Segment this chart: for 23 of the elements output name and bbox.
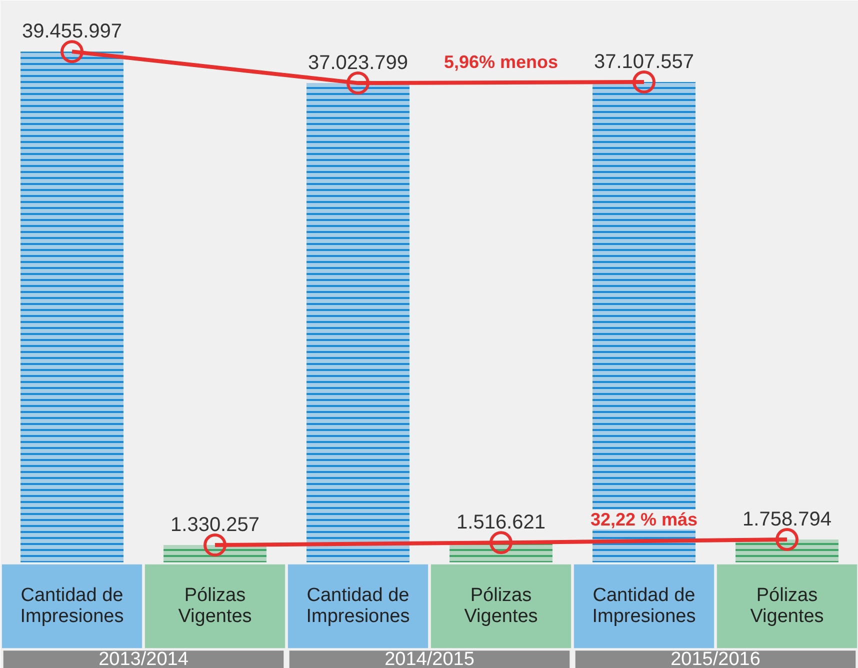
data-label: 37.023.799 bbox=[308, 52, 408, 74]
x-tick-label: Cantidad de Impresiones bbox=[20, 585, 124, 628]
text: 2013/2014 bbox=[98, 649, 189, 668]
data-label: 1.758.794 bbox=[742, 508, 832, 531]
data-label: 1.330.257 bbox=[170, 514, 260, 536]
data-label: 37.107.557 bbox=[594, 50, 694, 73]
annotation: 32,22 % más bbox=[590, 510, 698, 530]
data-label: 39.455.997 bbox=[22, 20, 122, 43]
point bbox=[776, 528, 798, 551]
point bbox=[632, 70, 656, 94]
point bbox=[204, 534, 226, 557]
x-tick-label: Pólizas Vigentes bbox=[750, 585, 824, 628]
x-tick-label: Pólizas Vigentes bbox=[464, 585, 538, 628]
annotation: 5,96% menos bbox=[444, 52, 558, 72]
data-label: 1.516.621 bbox=[456, 512, 546, 534]
text: 2015/2016 bbox=[670, 649, 760, 668]
text: 2014/2015 bbox=[384, 649, 474, 668]
x-tick-label: Cantidad de Impresiones bbox=[592, 585, 696, 628]
point bbox=[346, 72, 370, 95]
x-tick-label: Pólizas Vigentes bbox=[178, 585, 252, 628]
point bbox=[490, 531, 512, 554]
x-tick-label: Cantidad de Impresiones bbox=[306, 585, 410, 628]
point bbox=[60, 40, 84, 64]
